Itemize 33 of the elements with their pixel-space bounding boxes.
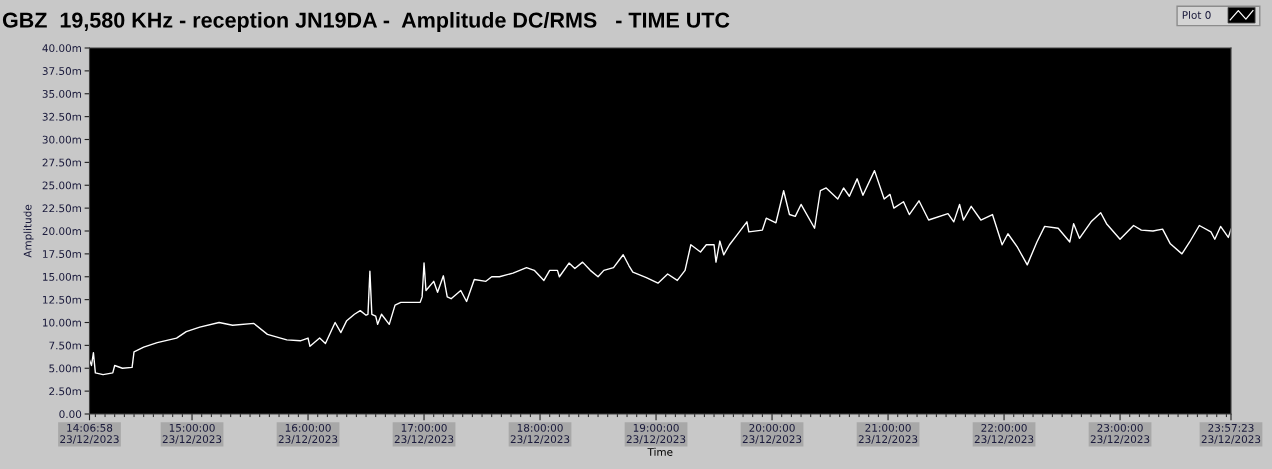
x-tick-label: 19:00:00 23/12/2023 (626, 423, 686, 444)
y-tick-label: 12.50m (43, 295, 81, 304)
x-tick-label: 23:00:00 23/12/2023 (1090, 423, 1150, 444)
y-tick-label: 0.00 (59, 410, 82, 419)
y-tick-label: 10.00m (43, 318, 81, 327)
x-axis-title: Time (647, 447, 673, 456)
y-tick-label: 15.00m (43, 272, 81, 281)
x-tick-label: 22:00:00 23/12/2023 (974, 423, 1034, 444)
y-tick-label: 40.00m (42, 44, 81, 53)
x-tick-label: 20:00:00 23/12/2023 (742, 423, 802, 444)
x-tick-label: 15:00:00 23/12/2023 (162, 423, 222, 444)
chart-title: GBZ 19,580 KHz - reception JN19DA - Amplitude DC/RMS - TIME UTC (2, 11, 730, 33)
y-tick-label: 27.50m (42, 158, 81, 167)
x-tick-label: 21:00:00 23/12/2023 (858, 423, 918, 444)
y-tick-label: 20.00m (42, 227, 81, 236)
x-tick-label: 23:57:23 23/12/2023 (1201, 423, 1261, 444)
y-tick-label: 30.00m (42, 135, 81, 144)
y-tick-label: 5.00m (49, 364, 81, 373)
y-axis-title: Amplitude (23, 204, 34, 258)
x-tick-label: 18:00:00 23/12/2023 (510, 423, 570, 444)
y-tick-label: 35.00m (42, 89, 81, 98)
y-tick-label: 22.50m (42, 204, 81, 213)
x-tick-label: 17:00:00 23/12/2023 (394, 423, 454, 444)
x-tick-label: 14:06:58 23/12/2023 (60, 423, 119, 444)
legend-label: Plot 0 (1182, 10, 1211, 19)
y-tick-label: 25.00m (42, 181, 81, 190)
y-tick-label: 17.50m (43, 250, 81, 258)
line-series (89, 169, 1231, 376)
y-tick-label: 7.50m (49, 341, 81, 350)
y-tick-label: 37.50m (42, 67, 81, 75)
x-tick-label: 16:00:00 23/12/2023 (278, 423, 338, 444)
y-tick-label: 32.50m (42, 112, 81, 121)
y-tick-label: 2.50m (49, 387, 81, 396)
